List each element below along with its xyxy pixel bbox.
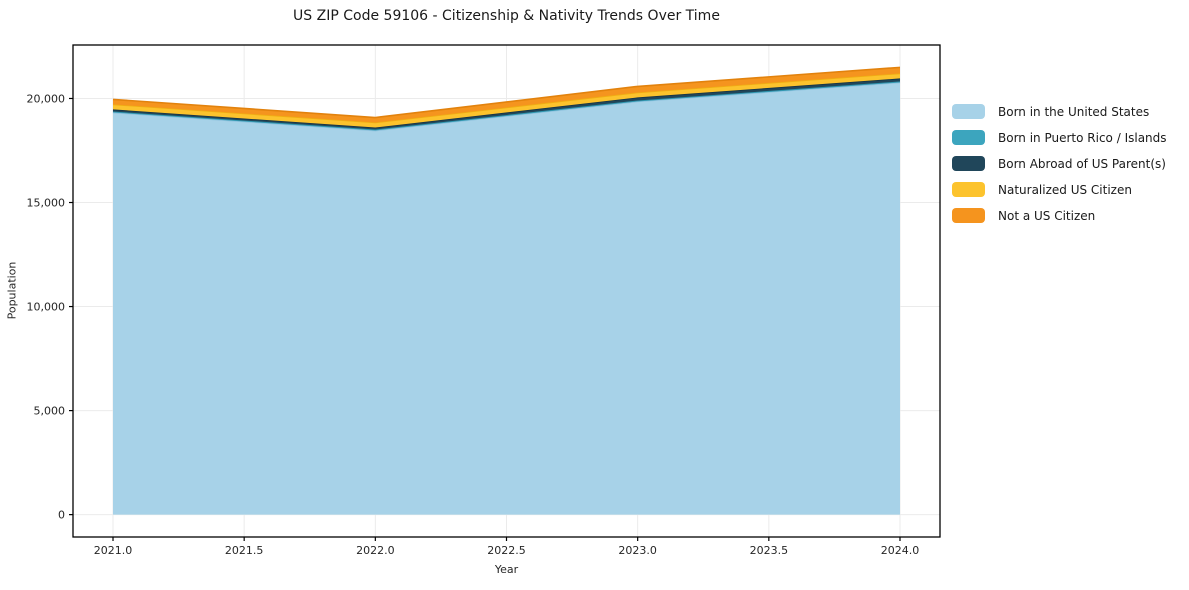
legend-item-born-in-puerto-rico-islands: Born in Puerto Rico / Islands [952, 130, 1167, 145]
chart-title: US ZIP Code 59106 - Citizenship & Nativi… [293, 8, 720, 24]
legend-swatch-born-abroad-of-us-parent-s [952, 156, 985, 171]
x-tick-label: 2021.0 [94, 544, 133, 557]
legend-item-naturalized-us-citizen: Naturalized US Citizen [952, 182, 1167, 197]
y-tick-label: 15,000 [27, 197, 66, 210]
x-tick-label: 2022.0 [356, 544, 395, 557]
legend-item-born-abroad-of-us-parent-s: Born Abroad of US Parent(s) [952, 156, 1167, 171]
area-edge-not-a-us-citizen [112, 66, 901, 119]
legend-swatch-born-in-the-united-states [952, 104, 985, 119]
y-tick-label: 10,000 [27, 301, 66, 314]
area-born-in-the-united-states [113, 82, 900, 515]
x-tick-label: 2023.5 [750, 544, 789, 557]
y-axis-label: Population [5, 261, 19, 320]
legend-label: Naturalized US Citizen [998, 182, 1132, 197]
y-tick-label: 20,000 [27, 92, 66, 105]
legend-item-born-in-the-united-states: Born in the United States [952, 104, 1167, 119]
x-tick-label: 2023.0 [618, 544, 657, 557]
legend-label: Not a US Citizen [998, 208, 1096, 223]
x-tick-label: 2022.5 [487, 544, 526, 557]
x-tick-label: 2021.5 [225, 544, 264, 557]
legend-label: Born Abroad of US Parent(s) [998, 156, 1166, 171]
legend-label: Born in the United States [998, 104, 1150, 119]
legend-swatch-naturalized-us-citizen [952, 182, 985, 197]
legend-label: Born in Puerto Rico / Islands [998, 130, 1167, 145]
y-tick-label: 5,000 [34, 405, 66, 418]
legend-swatch-born-in-puerto-rico-islands [952, 130, 985, 145]
legend: Born in the United States Born in Puerto … [952, 104, 1167, 234]
x-tick-label: 2024.0 [881, 544, 920, 557]
legend-item-not-a-us-citizen: Not a US Citizen [952, 208, 1167, 223]
y-tick-label: 0 [58, 509, 65, 522]
x-axis-label: Year [494, 563, 519, 576]
legend-swatch-not-a-us-citizen [952, 208, 985, 223]
